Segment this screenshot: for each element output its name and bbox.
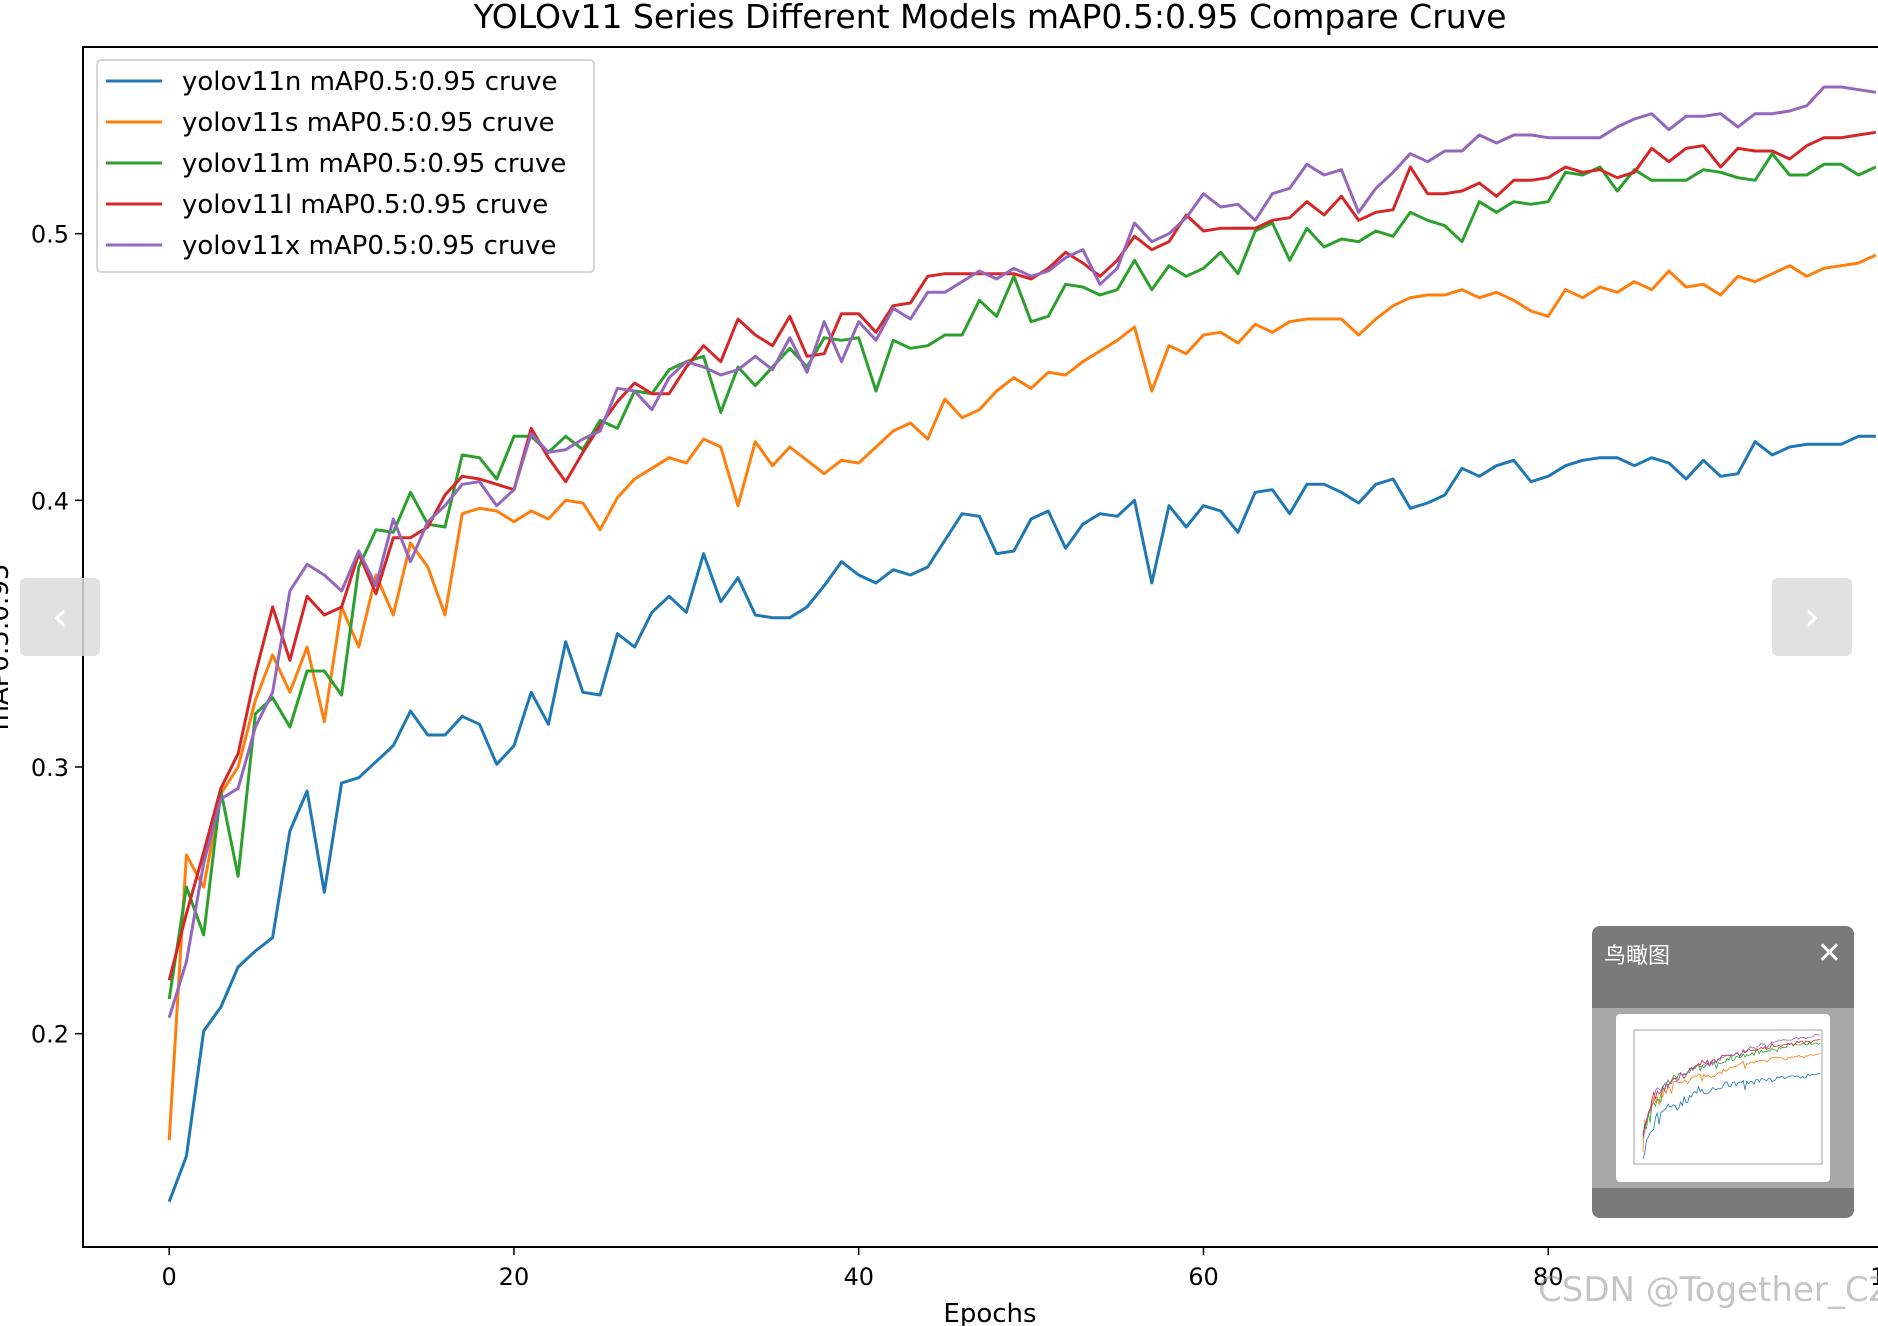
y-tick-label: 0.5 bbox=[31, 221, 69, 249]
y-tick-label: 0.3 bbox=[31, 754, 69, 782]
series-line-1 bbox=[167, 253, 1877, 1141]
minimap-thumbnail-chart bbox=[1633, 1029, 1823, 1165]
next-image-button[interactable]: › bbox=[1772, 578, 1852, 656]
legend: yolov11n mAP0.5:0.95 cruve yolov11s mAP0.… bbox=[96, 59, 595, 273]
watermark: CSDN @Together_CZ bbox=[1538, 1270, 1878, 1310]
x-tick-label: 0 bbox=[162, 1263, 177, 1291]
y-tick-label: 0.2 bbox=[31, 1021, 69, 1049]
series-line-0 bbox=[167, 434, 1876, 1203]
close-icon[interactable]: ✕ bbox=[1816, 936, 1842, 971]
thumb-series-3 bbox=[1642, 1039, 1821, 1135]
plot-lines bbox=[167, 85, 1877, 1203]
legend-box bbox=[96, 59, 595, 273]
series-line-4 bbox=[167, 85, 1877, 1019]
y-tick-label: 0.4 bbox=[31, 487, 69, 515]
legend-entry-4: yolov11x mAP0.5:0.95 cruve bbox=[182, 231, 556, 261]
y-axis-label: mAP0.5:0.95 bbox=[0, 564, 15, 731]
x-tick-label: 80 bbox=[1533, 1263, 1564, 1291]
chevron-left-icon: ‹ bbox=[52, 594, 68, 640]
series-line-2 bbox=[167, 152, 1877, 1000]
chart-title: YOLOv11 Series Different Models mAP0.5:0… bbox=[472, 0, 1506, 36]
thumb-series-4 bbox=[1642, 1034, 1821, 1139]
legend-entry-2: yolov11m mAP0.5:0.95 cruve bbox=[182, 149, 566, 179]
thumb-series-2 bbox=[1642, 1041, 1821, 1137]
thumb-series-0 bbox=[1642, 1073, 1821, 1160]
series-line-3 bbox=[167, 130, 1877, 981]
minimap-panel: 鸟瞰图 ✕ bbox=[1592, 926, 1854, 1218]
chevron-right-icon: › bbox=[1804, 594, 1820, 640]
minimap-title: 鸟瞰图 bbox=[1604, 944, 1671, 969]
legend-entry-1: yolov11s mAP0.5:0.95 cruve bbox=[182, 108, 555, 138]
x-axis-label: Epochs bbox=[943, 1299, 1036, 1326]
x-tick-label: 60 bbox=[1188, 1263, 1219, 1291]
minimap-body bbox=[1592, 1008, 1854, 1188]
legend-entry-3: yolov11l mAP0.5:0.95 cruve bbox=[182, 190, 548, 220]
y-axis: 0.2 0.3 0.4 0.5 bbox=[31, 221, 83, 1049]
minimap-thumbnail[interactable] bbox=[1616, 1014, 1830, 1182]
thumb-frame bbox=[1633, 1029, 1823, 1165]
x-axis: 0 20 40 60 80 100 bbox=[162, 1247, 1878, 1291]
prev-image-button[interactable]: ‹ bbox=[20, 578, 100, 656]
x-tick-label: 100 bbox=[1870, 1263, 1878, 1291]
legend-entry-0: yolov11n mAP0.5:0.95 cruve bbox=[182, 67, 558, 97]
minimap-header: 鸟瞰图 ✕ bbox=[1592, 926, 1854, 982]
thumb-series-1 bbox=[1642, 1052, 1821, 1153]
x-tick-label: 20 bbox=[499, 1263, 530, 1291]
x-tick-label: 40 bbox=[843, 1263, 874, 1291]
